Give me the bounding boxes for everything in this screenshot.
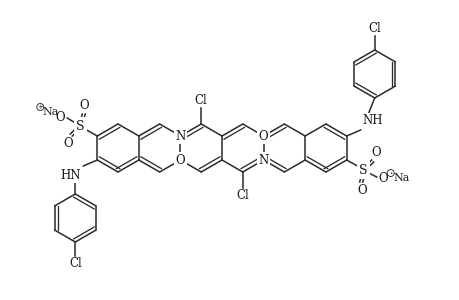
Text: O: O	[258, 130, 268, 142]
Text: N: N	[258, 154, 268, 166]
Text: O: O	[56, 110, 65, 124]
Text: NH: NH	[362, 114, 382, 127]
Text: Cl: Cl	[236, 189, 249, 202]
Text: O: O	[63, 137, 73, 150]
Text: •: •	[388, 170, 392, 175]
Text: Cl: Cl	[368, 22, 380, 35]
Text: O: O	[370, 146, 380, 159]
Text: O: O	[79, 99, 89, 112]
Text: Na: Na	[42, 107, 58, 117]
Text: +: +	[37, 104, 43, 110]
Text: O: O	[378, 172, 387, 184]
Text: S: S	[76, 119, 84, 133]
Text: HN: HN	[61, 169, 81, 182]
Text: Cl: Cl	[69, 257, 82, 270]
Text: O: O	[356, 184, 366, 197]
Text: S: S	[358, 164, 367, 176]
Text: O: O	[175, 154, 185, 166]
Text: Na: Na	[392, 173, 409, 183]
Text: N: N	[175, 130, 185, 142]
Text: Cl: Cl	[195, 94, 207, 107]
